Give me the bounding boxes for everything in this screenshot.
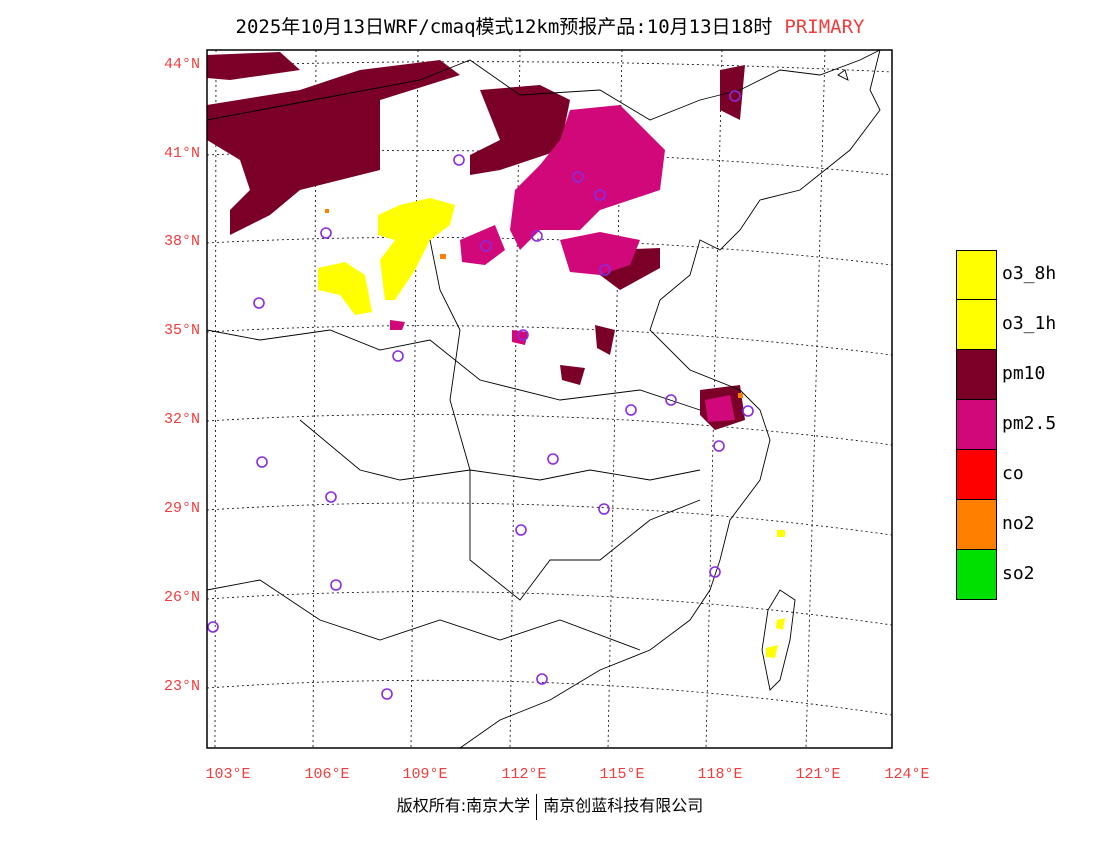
footer-divider [536,793,538,820]
primary-tag: PRIMARY [784,16,865,38]
lon-label: 124°E [884,766,930,783]
legend-swatch [956,550,997,600]
lon-label: 106°E [304,766,350,783]
lon-label: 112°E [501,766,547,783]
lat-label: 38°N [163,233,200,250]
lat-label: 44°N [163,56,200,73]
legend-label: o3_8h [1002,263,1057,284]
legend-label: no2 [1002,513,1035,534]
lat-label: 23°N [163,678,200,695]
copyright-footer: 版权所有:南京大学 南京创蓝科技有限公司 [0,792,1100,820]
map-frame [206,49,893,749]
lon-label: 109°E [402,766,448,783]
lat-label: 26°N [163,589,200,606]
lat-label: 29°N [163,500,200,517]
boundaries [206,49,881,749]
map-title: 2025年10月13日WRF/cmaq模式12km预报产品:10月13日18时 P… [0,12,1100,39]
lat-label: 32°N [163,411,200,428]
legend-label: pm10 [1002,363,1046,384]
pm25-areas [390,105,735,422]
lon-label: 103°E [205,766,251,783]
copyright-owner: 版权所有:南京大学 [396,796,531,815]
station-markers [207,90,754,700]
legend-swatch [956,300,997,350]
lat-label: 35°N [163,322,200,339]
legend-label: co [1002,463,1024,484]
no2-spots [325,209,743,398]
lon-label: 118°E [697,766,743,783]
legend-swatch [956,400,997,450]
lon-label: 121°E [795,766,841,783]
title-text: 2025年10月13日WRF/cmaq模式12km预报产品:10月13日18时 [235,16,773,38]
lon-label: 115°E [599,766,645,783]
legend-swatch [956,250,997,300]
lat-label: 41°N [163,145,200,162]
copyright-company: 南京创蓝科技有限公司 [543,796,704,815]
legend-label: o3_1h [1002,313,1057,334]
legend-label: so2 [1002,563,1035,584]
legend-swatch [956,350,997,400]
legend-swatch [956,500,997,550]
o3-areas [318,198,785,658]
legend-label: pm2.5 [1002,413,1057,434]
legend-swatch [956,450,997,500]
